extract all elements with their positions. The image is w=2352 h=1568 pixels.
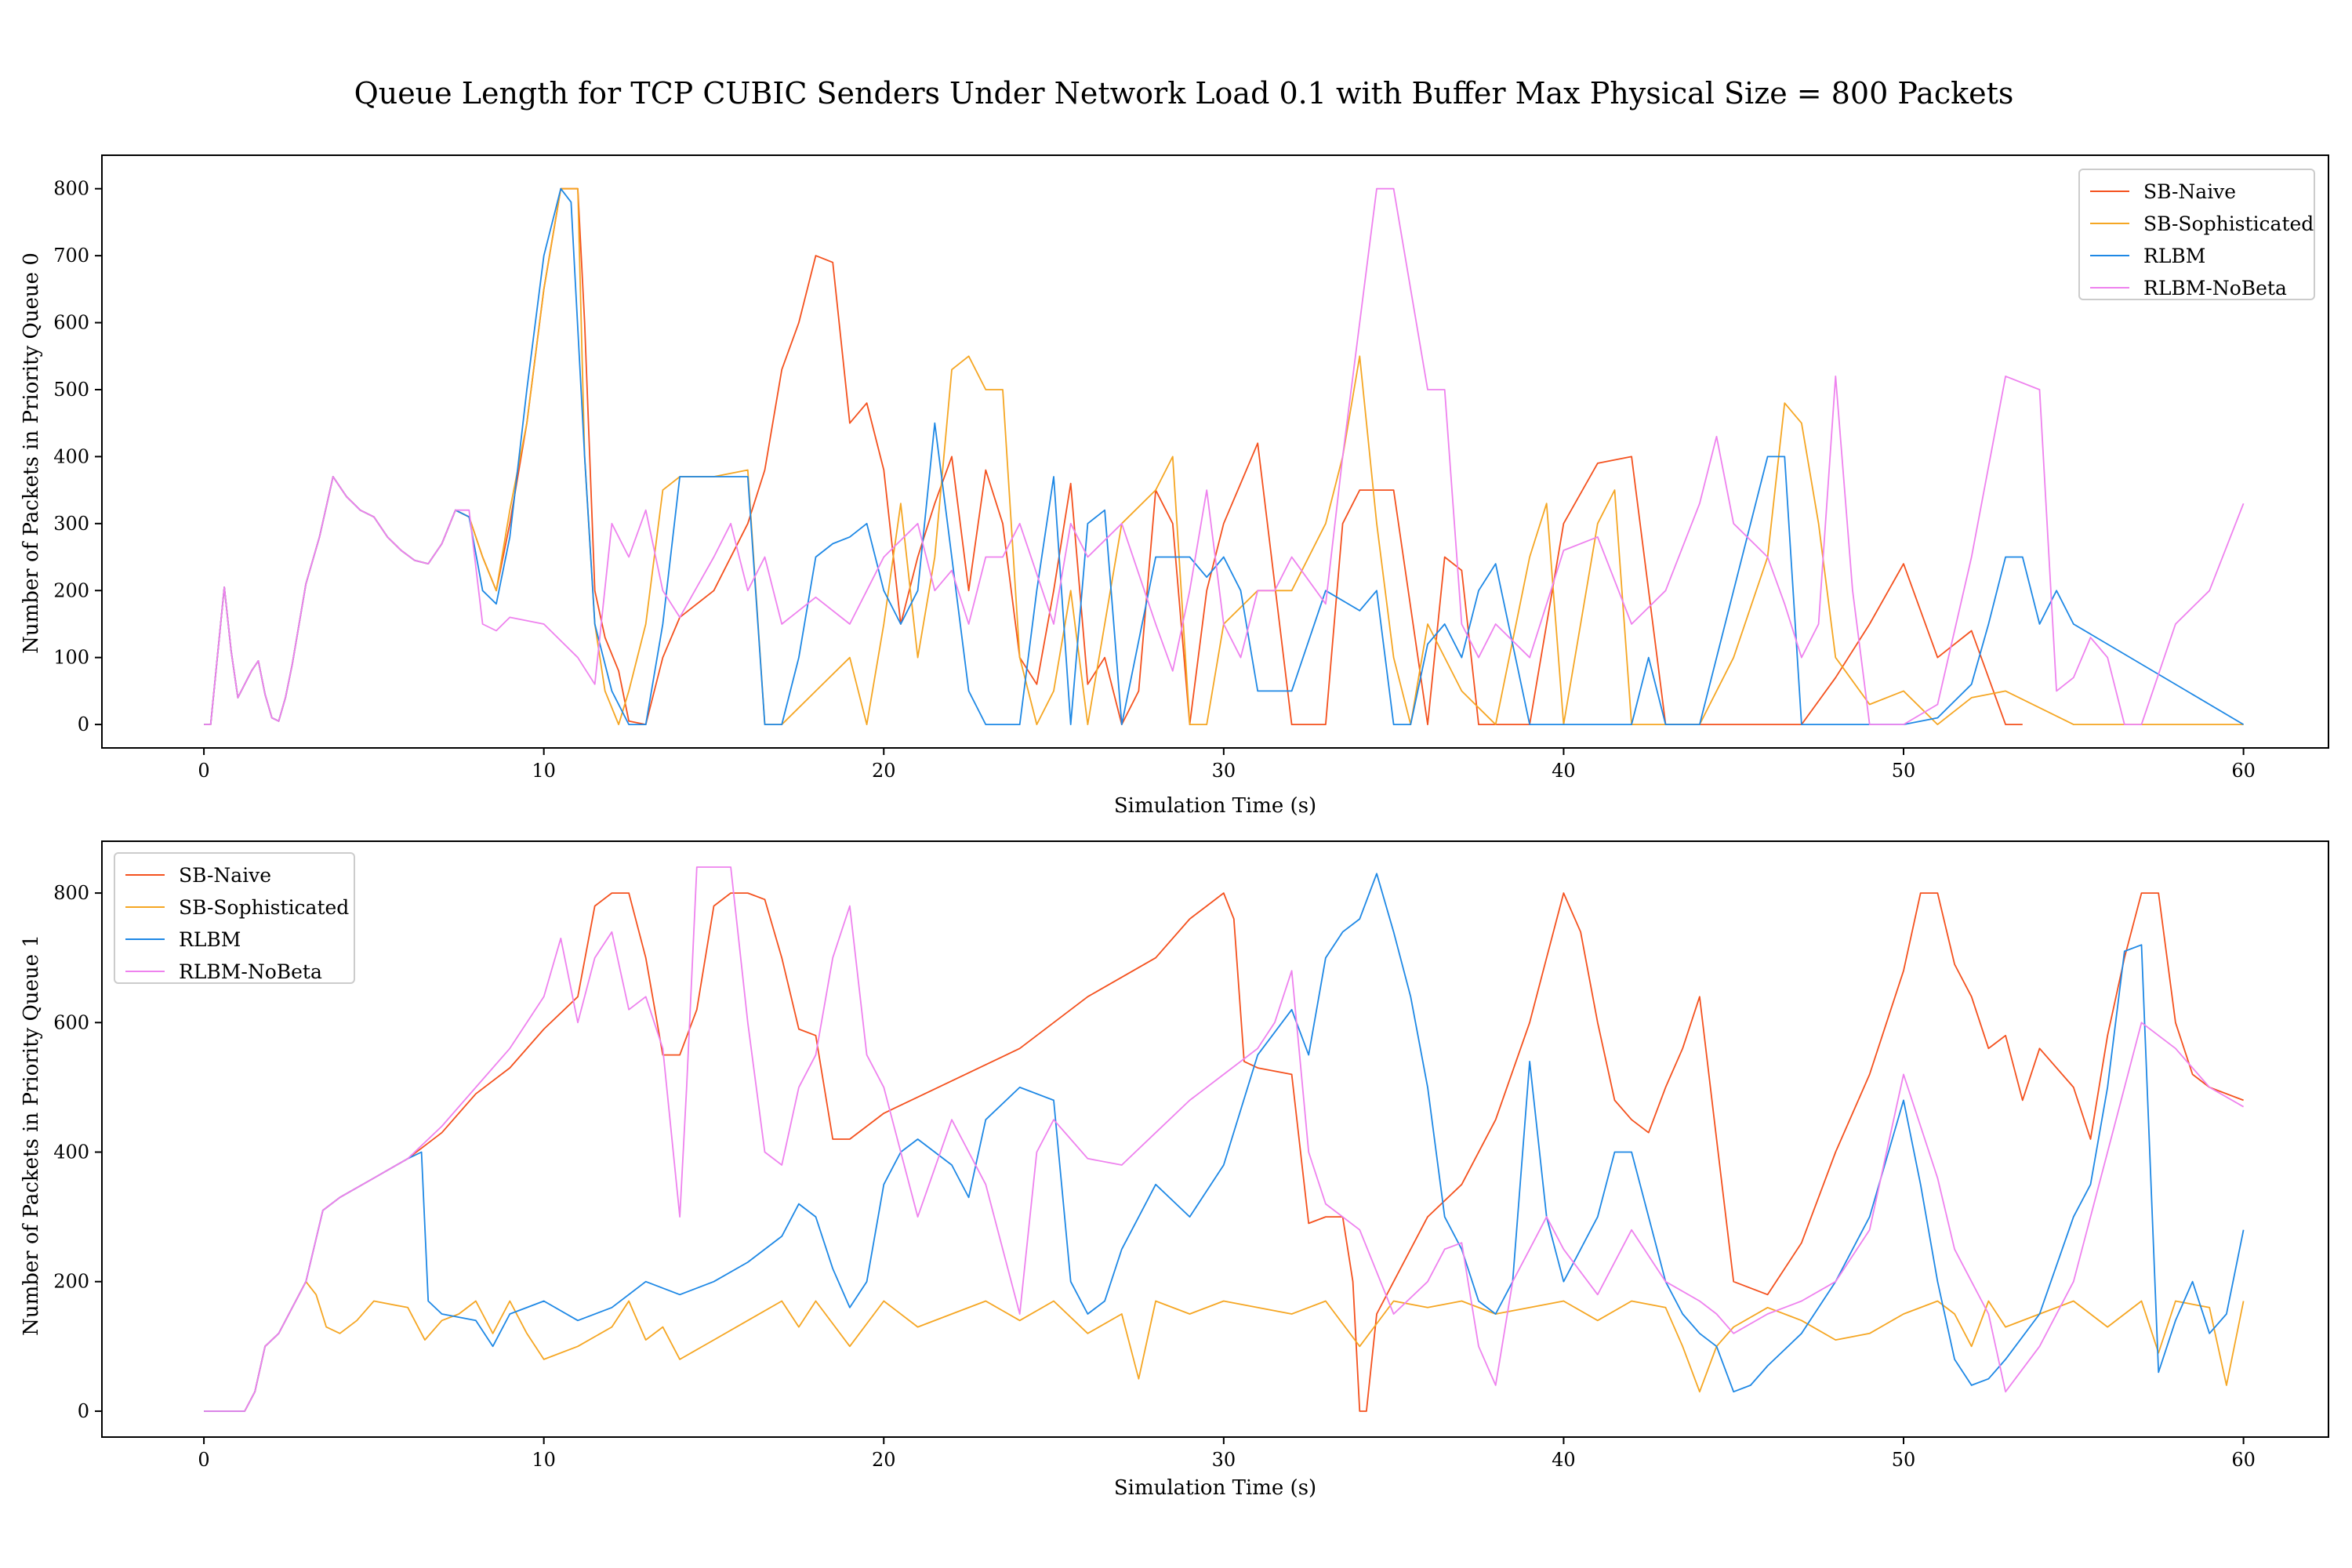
- legend-entry-label: SB-Sophisticated: [179, 896, 349, 919]
- y-tick-label: 400: [53, 1142, 89, 1163]
- plot-area-queue-0: [204, 187, 2245, 725]
- chart-panel-queue-0: Simulation Time (s) Number of Packets in…: [20, 154, 2329, 818]
- y-tick-label: 200: [53, 1271, 89, 1293]
- series-line-rlbm-nobeta-queue-1: [204, 866, 2245, 1412]
- x-axis-label-queue-0: Simulation Time (s): [1114, 794, 1316, 818]
- legend-entry-label: RLBM-NoBeta: [2143, 277, 2287, 299]
- x-tick-label: 40: [1552, 760, 1576, 782]
- legend-queue-1: SB-Naive SB-Sophisticated RLBM RLBM-NoBeta: [114, 852, 355, 984]
- plot-area-queue-1: [204, 866, 2245, 1412]
- x-axis-label-queue-1: Simulation Time (s): [1114, 1476, 1316, 1500]
- legend-entry-label: RLBM: [179, 928, 241, 951]
- series-line-sb-naive-queue-1: [204, 892, 2244, 1412]
- x-tick-label: 20: [872, 760, 896, 782]
- y-tick-label: 0: [78, 713, 89, 735]
- x-tick-label: 30: [1212, 760, 1236, 782]
- x-tick-label: 40: [1552, 1449, 1576, 1471]
- x-tick-label: 10: [532, 760, 556, 782]
- y-tick-label: 100: [53, 647, 89, 669]
- x-tick-label: 30: [1212, 1449, 1236, 1471]
- legend-entry-label: SB-Naive: [2143, 180, 2236, 203]
- legend-entry-label: RLBM-NoBeta: [179, 960, 322, 983]
- axes-frame-queue-1: [101, 840, 2329, 1438]
- axes-frame-queue-0: [101, 154, 2329, 749]
- y-tick-label: 800: [53, 882, 89, 904]
- y-tick-label: 500: [53, 379, 89, 401]
- series-line-rlbm-nobeta-queue-0: [204, 187, 2245, 725]
- y-axis-label-queue-1: Number of Packets in Priority Queue 1: [20, 935, 43, 1336]
- legend-box: [114, 852, 355, 984]
- legend-entry-label: SB-Naive: [179, 864, 271, 887]
- legend-entry-label: SB-Sophisticated: [2143, 212, 2314, 235]
- figure-title: Queue Length for TCP CUBIC Senders Under…: [354, 76, 2014, 111]
- x-tick-label: 0: [198, 1449, 209, 1471]
- chart-panel-queue-1: Simulation Time (s) Number of Packets in…: [20, 840, 2329, 1500]
- x-tick-label: 60: [2231, 760, 2256, 782]
- x-tick-label: 10: [532, 1449, 556, 1471]
- y-tick-label: 200: [53, 579, 89, 601]
- series-line-sb-sophisticated-queue-1: [204, 1280, 2245, 1412]
- x-tick-label: 50: [1892, 760, 1916, 782]
- y-tick-label: 600: [53, 1011, 89, 1033]
- y-tick-label: 300: [53, 513, 89, 535]
- y-tick-label: 0: [78, 1400, 89, 1422]
- series-line-rlbm-queue-1: [204, 873, 2245, 1412]
- y-tick-label: 400: [53, 445, 89, 467]
- y-tick-label: 600: [53, 312, 89, 334]
- legend-entry-label: RLBM: [2143, 245, 2205, 267]
- y-tick-label: 700: [53, 245, 89, 267]
- legend-box: [2078, 169, 2315, 300]
- y-axis-label-queue-0: Number of Packets in Priority Queue 0: [20, 252, 43, 654]
- x-tick-label: 50: [1892, 1449, 1916, 1471]
- y-tick-label: 800: [53, 178, 89, 200]
- x-tick-label: 20: [872, 1449, 896, 1471]
- x-tick-label: 60: [2231, 1449, 2256, 1471]
- legend-queue-0: SB-Naive SB-Sophisticated RLBM RLBM-NoBeta: [2078, 169, 2315, 300]
- x-tick-label: 0: [198, 760, 209, 782]
